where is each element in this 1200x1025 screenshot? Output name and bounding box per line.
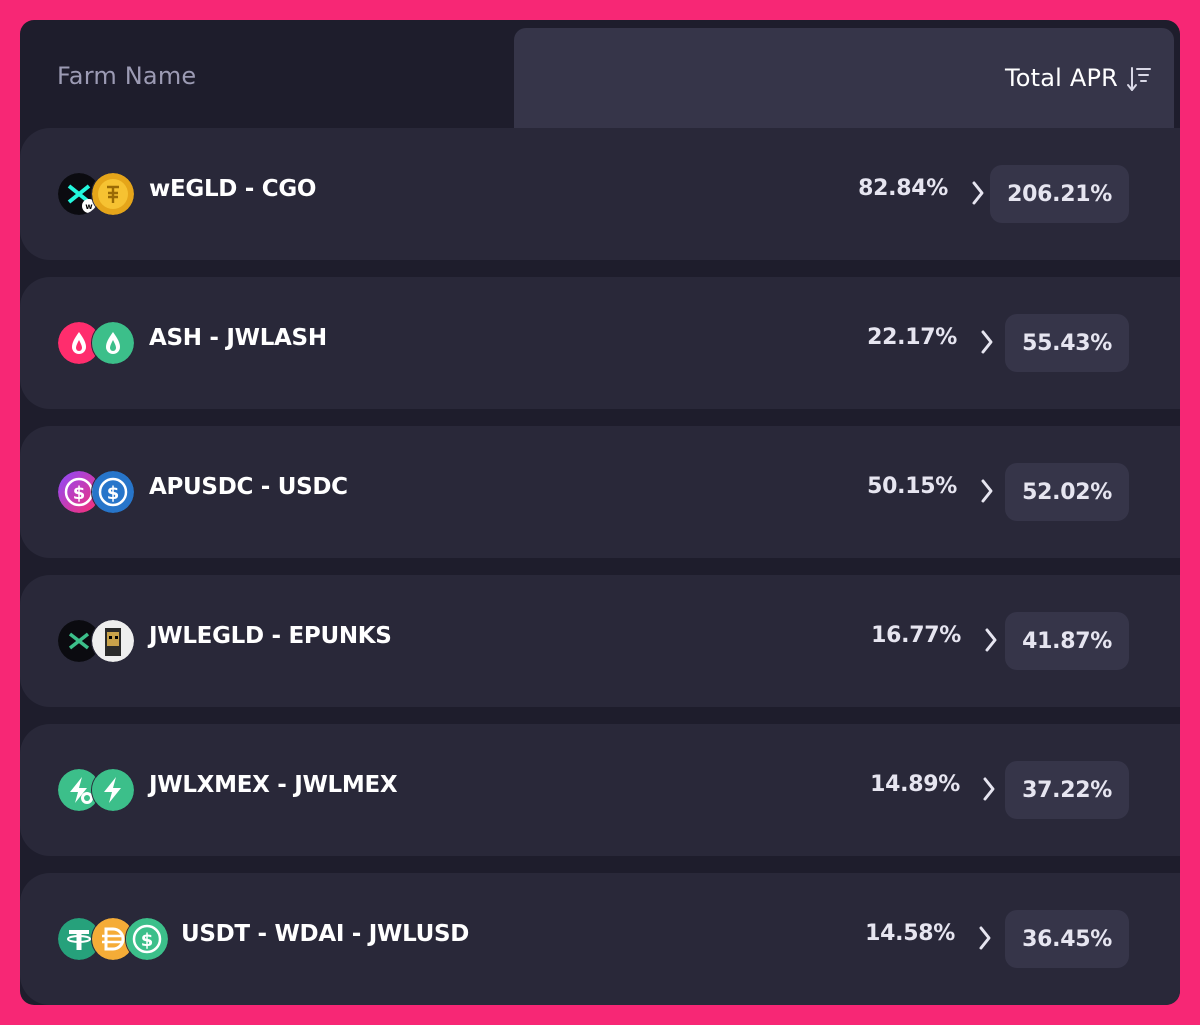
farm-name: JWLXMEX - JWLMEX xyxy=(149,772,398,798)
base-apr: 14.58% xyxy=(865,921,955,946)
svg-text:w: w xyxy=(85,202,93,211)
farm-name: ASH - JWLASH xyxy=(149,325,327,351)
svg-text:$: $ xyxy=(141,930,154,951)
chevron-right-icon xyxy=(985,628,997,652)
table-header: Farm Name Total APR xyxy=(20,20,1180,130)
total-apr-header-label: Total APR xyxy=(1004,64,1118,92)
base-apr: 22.17% xyxy=(867,325,957,350)
total-apr: 52.02% xyxy=(1022,479,1112,505)
svg-text:$: $ xyxy=(107,483,120,504)
farm-row[interactable]: $ USDT - WDAI - JWLUSD 14.58% 36.45% xyxy=(20,873,1180,1005)
total-apr: 41.87% xyxy=(1022,628,1112,654)
total-apr-badge: 52.02% xyxy=(1005,463,1129,521)
farm-name: wEGLD - CGO xyxy=(149,176,317,202)
cgo-token-icon xyxy=(91,172,135,216)
farm-name: JWLEGLD - EPUNKS xyxy=(149,623,392,649)
farm-row[interactable]: JWLEGLD - EPUNKS 16.77% 41.87% xyxy=(20,575,1180,707)
farm-name: USDT - WDAI - JWLUSD xyxy=(181,921,470,947)
base-apr: 82.84% xyxy=(858,176,948,201)
epunks-token-icon xyxy=(91,619,135,663)
total-apr-badge: 36.45% xyxy=(1005,910,1129,968)
total-apr-badge: 37.22% xyxy=(1005,761,1129,819)
base-apr: 14.89% xyxy=(870,772,960,797)
farms-panel: Farm Name Total APR w xyxy=(20,20,1180,1005)
base-apr: 50.15% xyxy=(867,474,957,499)
wdai-token-icon xyxy=(91,917,135,961)
total-apr: 206.21% xyxy=(1007,181,1112,207)
sort-descending-icon[interactable] xyxy=(1126,64,1152,94)
chevron-right-icon xyxy=(979,926,991,950)
total-apr: 37.22% xyxy=(1022,777,1112,803)
jwlusd-token-icon: $ xyxy=(125,917,169,961)
jwlmex-token-icon xyxy=(91,768,135,812)
jwlash-token-icon xyxy=(91,321,135,365)
base-apr: 16.77% xyxy=(871,623,961,648)
chevron-right-icon xyxy=(972,181,984,205)
jwlxmex-token-icon xyxy=(57,768,101,812)
chevron-right-icon xyxy=(981,479,993,503)
svg-text:$: $ xyxy=(73,483,86,504)
chevron-right-icon xyxy=(983,777,995,801)
total-apr: 55.43% xyxy=(1022,330,1112,356)
farm-row[interactable]: w wEGLD - CGO 82.84% 206.21% xyxy=(20,128,1180,260)
usdc-token-icon: $ xyxy=(91,470,135,514)
farm-row[interactable]: ASH - JWLASH 22.17% 55.43% xyxy=(20,277,1180,409)
ash-token-icon xyxy=(57,321,101,365)
farm-name-column-header: Farm Name xyxy=(57,62,197,90)
farm-name: APUSDC - USDC xyxy=(149,474,348,500)
total-apr-column-header[interactable]: Total APR xyxy=(514,28,1174,128)
total-apr-badge: 206.21% xyxy=(990,165,1129,223)
total-apr-badge: 55.43% xyxy=(1005,314,1129,372)
total-apr-badge: 41.87% xyxy=(1005,612,1129,670)
farm-row[interactable]: $ $ APUSDC - USDC 50.15% 52.02% xyxy=(20,426,1180,558)
total-apr: 36.45% xyxy=(1022,926,1112,952)
chevron-right-icon xyxy=(981,330,993,354)
farm-row[interactable]: JWLXMEX - JWLMEX 14.89% 37.22% xyxy=(20,724,1180,856)
